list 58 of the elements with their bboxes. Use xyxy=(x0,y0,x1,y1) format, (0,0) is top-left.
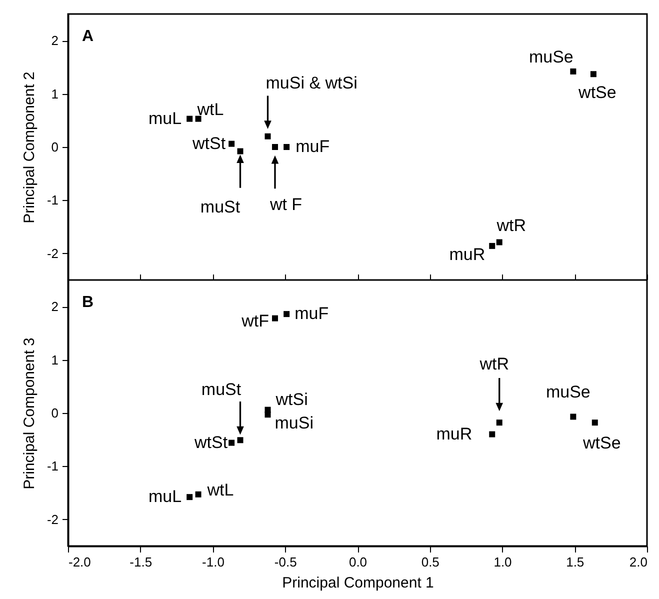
annotation: wtSt xyxy=(192,134,226,153)
y-tick-label: -2 xyxy=(46,246,58,261)
annotation: wtF xyxy=(240,311,269,330)
annotation: wtSe xyxy=(582,434,621,453)
point xyxy=(590,71,596,78)
y-axis-title: Principal Component 3 xyxy=(20,338,38,490)
annotation: muF xyxy=(296,137,330,156)
y-axis-title: Principal Component 2 xyxy=(20,72,38,224)
annotation: muSi & wtSi xyxy=(266,73,358,92)
annotation: muSt xyxy=(201,380,242,400)
x-tick-label: 0.5 xyxy=(421,554,440,570)
annotation: wtSt xyxy=(194,432,228,452)
y-tick-label: 1 xyxy=(51,352,58,368)
x-tick-label: 0.0 xyxy=(348,554,368,570)
y-tick-label: 1 xyxy=(51,86,58,102)
point xyxy=(186,116,193,122)
point xyxy=(195,116,202,122)
annotation: wtR xyxy=(478,354,509,374)
annotation: wtR xyxy=(496,216,526,236)
x-tick-label: 1.5 xyxy=(566,554,584,570)
point xyxy=(228,140,235,147)
x-tick-label: -1.0 xyxy=(202,554,224,570)
annotation: muSe xyxy=(528,47,574,66)
annotation: wtL xyxy=(196,100,224,119)
y-tick-label: 0 xyxy=(51,406,58,420)
annotation: muR xyxy=(449,244,486,264)
point xyxy=(284,144,290,150)
annotation: muSe xyxy=(546,382,590,402)
annotation: wtSe xyxy=(578,83,616,102)
y-tick-label: 2 xyxy=(51,33,58,48)
y-tick-label: 2 xyxy=(51,299,58,314)
x-tick-label: -2.0 xyxy=(68,554,91,570)
point xyxy=(489,242,496,249)
text: B xyxy=(82,294,94,311)
annotation: muF xyxy=(294,304,329,324)
annotation: muSi xyxy=(274,414,314,433)
annotation: wt F xyxy=(268,195,302,214)
y-tick-label: -1 xyxy=(46,192,58,208)
annotation: muR xyxy=(436,424,472,444)
annotation: muL xyxy=(148,108,182,128)
annotation: muL xyxy=(148,487,182,506)
point xyxy=(496,239,502,246)
point xyxy=(237,148,244,154)
x-tick-label: 2.0 xyxy=(629,554,648,570)
x-tick-label: 1.0 xyxy=(494,554,512,570)
point xyxy=(272,144,278,150)
y-tick-label: -2 xyxy=(46,512,58,527)
y-tick-label: -1 xyxy=(46,458,58,474)
x-tick-label: -0.5 xyxy=(274,554,297,570)
point xyxy=(570,68,576,74)
text: A xyxy=(82,28,94,45)
point xyxy=(264,133,271,140)
annotation: wtL xyxy=(206,480,234,500)
x-tick-label: -1.5 xyxy=(130,554,152,570)
annotation: wtSi xyxy=(274,390,308,409)
y-tick-label: 0 xyxy=(51,140,58,154)
annotation: muSt xyxy=(200,197,240,216)
x-axis-title: Principal Component 1 xyxy=(282,574,434,592)
